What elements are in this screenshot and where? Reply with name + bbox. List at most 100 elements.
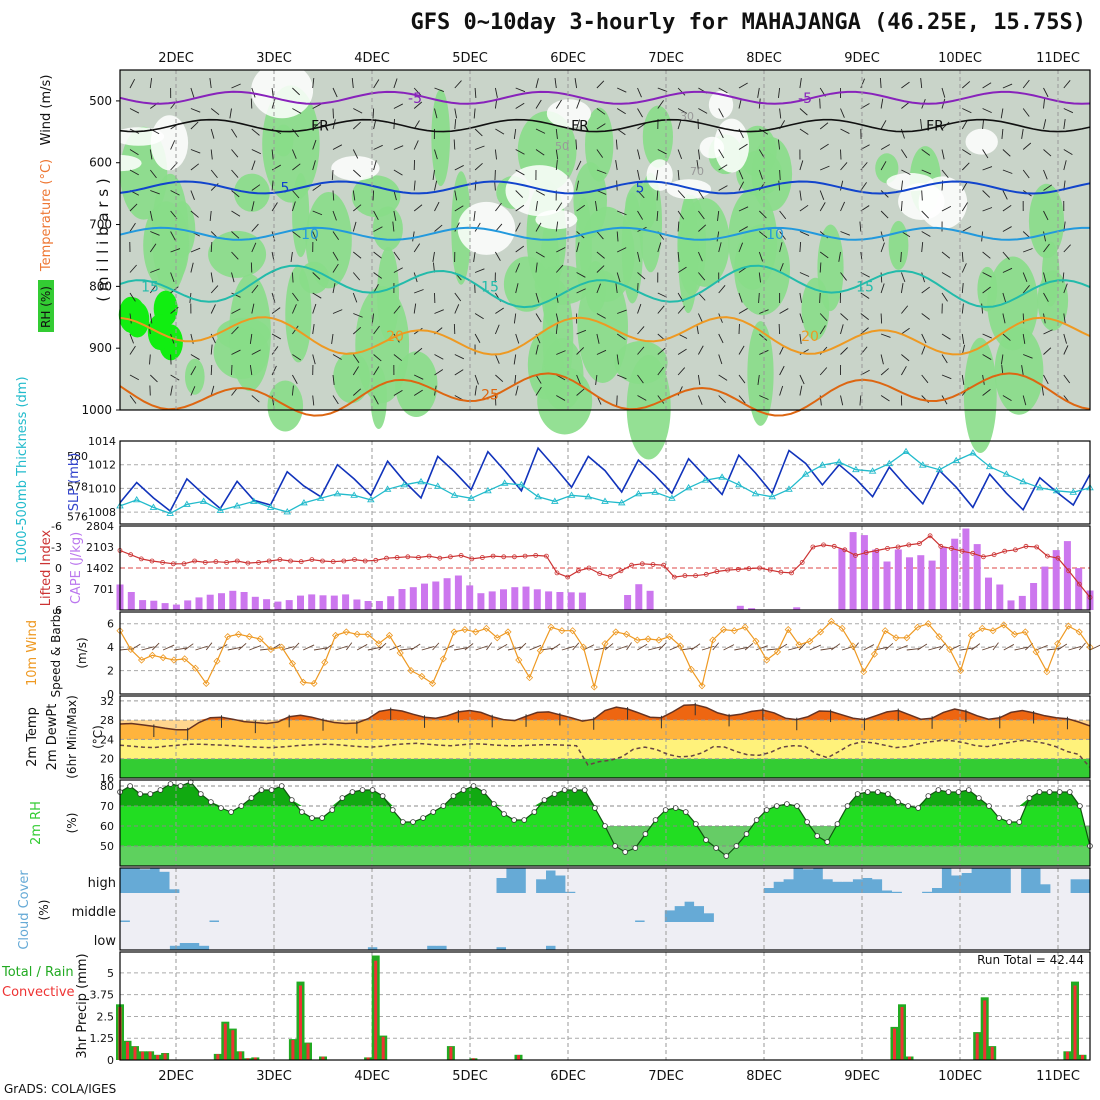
wind-barb [759,128,769,135]
rh-area [736,150,782,196]
wind-barb [312,231,318,241]
temp-tick-label: 24 [100,733,114,746]
wind-barb [149,78,153,89]
cloud-clear-middle [169,893,180,922]
wind-barb [880,313,883,324]
wind-barb [921,231,931,237]
li-tick-label: -3 [51,541,62,554]
rh-point [198,791,204,797]
temperature-axis-label: Temperature (°C) [39,159,54,272]
dewpoint-line [119,739,1091,768]
wind-barb [331,333,334,344]
slp-frame [119,440,1091,525]
wind-barb [901,366,907,376]
cloud-clear-low [991,922,1002,950]
thickness-point [500,479,509,486]
temp-band-cool [120,758,1090,778]
wind-barb [596,123,606,130]
wind-barb [190,149,201,154]
cloud-clear-middle [674,893,685,907]
wind-speed-point [784,626,792,634]
wind-barb [271,98,276,109]
cape-bar [860,535,868,610]
li-point [554,570,560,576]
wind-barb [352,221,357,232]
thickness-point [969,449,977,456]
wind-speed-point [364,630,372,638]
cape-bar [849,532,857,610]
wind-barb [799,160,804,171]
cloud-clear-high [694,868,705,893]
li-point [746,566,752,572]
cloud-clear-high [189,868,200,893]
wind-speed-point [795,641,803,649]
wind-barb [1063,283,1068,294]
wind-barb [779,108,782,119]
wind-barb [758,251,764,262]
cloud-clear-low [525,922,537,950]
wind-barb [1021,365,1024,376]
top-day-label: 10DEC [938,51,982,66]
wind-barb [352,169,361,178]
wind-barb-10m [389,644,402,651]
cloud-axis-label: Cloud Cover [17,870,32,950]
dewpoint-axis-label: 2m DewPt [45,704,60,771]
wind-barb-10m [1068,646,1082,651]
wind-barb [900,272,906,283]
rh-frame [119,779,1091,867]
wind-barb [535,262,538,273]
wind-barb [372,190,375,201]
wind-barb [312,184,322,191]
wind-barb [1063,333,1067,344]
rh-point [824,839,831,845]
wind-barb [840,201,846,212]
wind-barb [860,292,870,299]
cloud-axis-label-group: Cloud Cover [17,870,32,950]
cape-bar [161,603,169,610]
wind-barb [718,285,726,294]
wind-barb [474,162,483,171]
cloud-clear-high [327,868,339,893]
wind-barb [779,242,783,253]
wind-barb [1000,354,1004,365]
wind-speed-point [612,628,620,636]
wind-barb [454,80,462,89]
cloud-clear-high [634,868,645,893]
wind-barb [759,333,768,341]
rh-point [309,815,315,821]
precip-convective-bar [133,1046,137,1060]
wind-barb [149,354,151,365]
cloud-clear-high [931,868,942,888]
wind-barb [231,210,241,217]
wind-barb [474,333,481,343]
wind-barb [312,354,316,365]
thickness-point [852,465,860,473]
wind-barb [393,354,403,362]
wind-barb [434,149,438,160]
li-point [160,560,166,565]
wind-barb-10m [550,643,561,651]
wind-barb [677,221,680,232]
rh-area [229,274,271,392]
bottom-day-label: 11DEC [1036,1069,1080,1084]
cloud-clear-low [624,922,636,950]
rh-point [531,809,538,815]
wind-barb [880,333,891,338]
wind-barb [513,354,517,365]
rh-point [1016,819,1023,825]
wind-barb [616,108,626,115]
li-point [949,546,954,551]
top-day-label: 3DEC [256,51,292,66]
cloud-clear-low [308,922,319,950]
cape-bar [364,601,372,610]
cloud-clear-low [753,922,764,950]
wind-barb-10m [658,642,667,651]
wind-barb [332,190,335,201]
cloud-clear-middle [595,893,606,922]
cloud-clear-high [476,868,487,893]
wind-axis-label: 10m Wind [25,620,40,686]
rh-point [329,807,336,813]
cloud-clear-middle [426,893,438,922]
rh-point [157,787,164,793]
temp-line [119,703,1091,731]
